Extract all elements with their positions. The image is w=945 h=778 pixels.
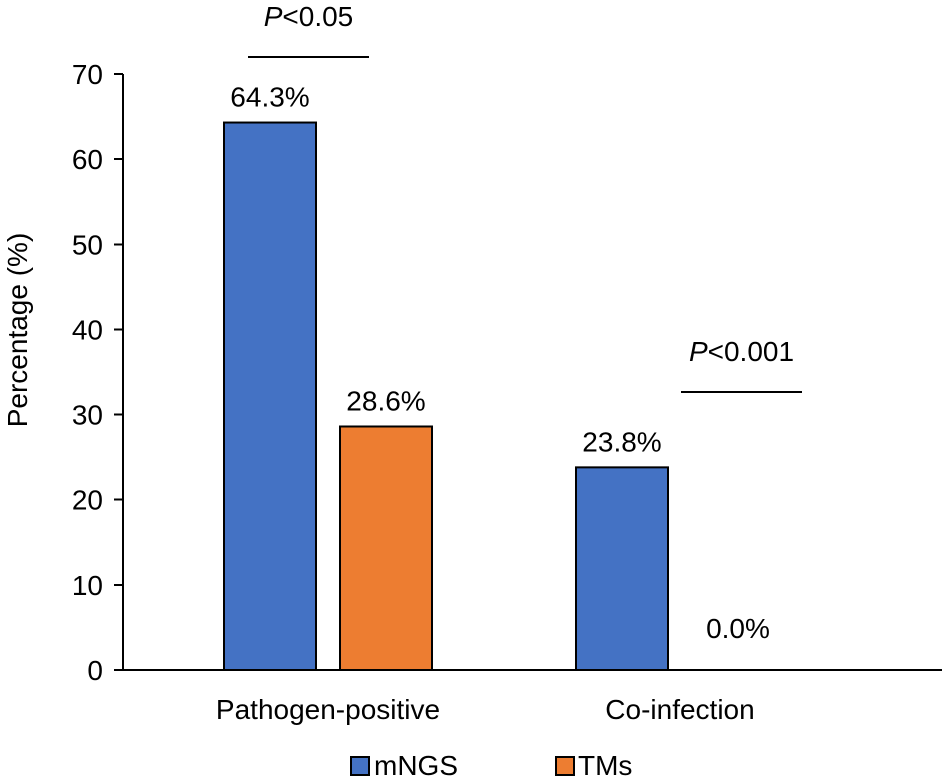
legend-label: mNGS: [374, 750, 458, 778]
legend-swatch-tms: [555, 756, 575, 776]
legend-label: TMs: [578, 750, 632, 778]
y-tick-label: 70: [72, 59, 103, 90]
y-tick-label: 60: [72, 144, 103, 175]
significance-label: P<0.001: [689, 336, 794, 367]
y-axis-title: Percentage (%): [2, 233, 33, 428]
bar-mngs-0: [223, 121, 317, 671]
data-label: 64.3%: [230, 82, 309, 113]
y-tick-label: 30: [72, 400, 103, 431]
x-axis: Pathogen-positive Co-infection: [123, 669, 942, 725]
significance-label: P<0.05: [264, 1, 354, 32]
x-tick-label: Co-infection: [605, 694, 754, 725]
data-label: 23.8%: [582, 426, 661, 457]
y-tick-label: 50: [72, 229, 103, 260]
data-label: 28.6%: [346, 385, 425, 416]
data-labels: 64.3% 23.8% 28.6% 0.0%: [230, 82, 770, 644]
legend: mNGS TMs: [350, 750, 632, 778]
y-tick-label: 10: [72, 570, 103, 601]
y-axis: 0 10 20 30 40 50 60 70: [72, 59, 124, 686]
significance-annotations: P<0.05 P<0.001: [248, 1, 802, 393]
bar-mngs-1: [575, 466, 669, 671]
y-tick-label: 0: [87, 655, 103, 686]
x-tick-label: Pathogen-positive: [216, 694, 440, 725]
y-tick-label: 40: [72, 314, 103, 345]
bars: [223, 121, 669, 671]
bar-tms-0: [339, 425, 433, 671]
legend-swatch-mngs: [350, 756, 370, 776]
y-tick-label: 20: [72, 485, 103, 516]
data-label: 0.0%: [706, 613, 770, 644]
